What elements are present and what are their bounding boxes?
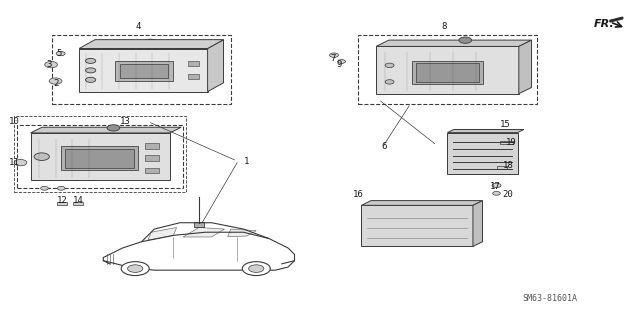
Bar <box>447 133 518 174</box>
Polygon shape <box>31 127 181 133</box>
Circle shape <box>143 39 158 47</box>
Polygon shape <box>183 227 225 237</box>
Text: 9: 9 <box>337 60 342 69</box>
Bar <box>416 63 479 82</box>
Circle shape <box>459 37 472 43</box>
Polygon shape <box>519 40 532 94</box>
Bar <box>145 143 159 149</box>
Circle shape <box>107 125 120 131</box>
Text: 1: 1 <box>244 157 250 166</box>
Bar <box>362 205 473 247</box>
Bar <box>115 62 173 81</box>
Circle shape <box>56 51 65 56</box>
Bar <box>188 73 198 79</box>
Text: 11: 11 <box>9 158 19 167</box>
Polygon shape <box>473 201 483 247</box>
Text: 13: 13 <box>120 117 131 126</box>
Polygon shape <box>79 40 223 48</box>
Text: SM63-81601A: SM63-81601A <box>522 294 577 303</box>
Text: 5: 5 <box>56 49 61 58</box>
Bar <box>500 141 513 144</box>
Text: 7: 7 <box>330 54 335 63</box>
Polygon shape <box>362 201 483 205</box>
Text: 4: 4 <box>136 22 141 31</box>
Circle shape <box>86 68 96 73</box>
Polygon shape <box>376 40 532 47</box>
Circle shape <box>41 186 48 190</box>
Bar <box>145 167 159 173</box>
Bar <box>194 222 204 227</box>
Bar <box>31 133 170 180</box>
Circle shape <box>86 77 96 82</box>
Bar <box>65 149 134 167</box>
Circle shape <box>58 186 65 190</box>
Circle shape <box>121 262 149 276</box>
Polygon shape <box>207 40 223 92</box>
Bar <box>376 47 519 94</box>
Polygon shape <box>610 17 623 22</box>
Text: 18: 18 <box>502 161 513 170</box>
Circle shape <box>385 63 394 68</box>
Polygon shape <box>228 229 256 237</box>
Bar <box>61 146 138 170</box>
Circle shape <box>330 53 339 57</box>
Bar <box>120 64 168 78</box>
Text: 10: 10 <box>9 117 19 126</box>
Circle shape <box>385 80 394 84</box>
Circle shape <box>45 62 58 68</box>
Circle shape <box>492 183 501 188</box>
Text: 8: 8 <box>442 22 447 31</box>
Text: 15: 15 <box>499 120 510 129</box>
Circle shape <box>493 191 500 195</box>
Circle shape <box>338 60 346 63</box>
Text: 12: 12 <box>56 196 67 205</box>
Circle shape <box>243 262 270 276</box>
Bar <box>57 202 67 205</box>
Circle shape <box>127 265 143 272</box>
Text: FR.: FR. <box>594 19 615 28</box>
Circle shape <box>14 160 27 166</box>
Bar <box>188 61 198 66</box>
Bar <box>145 155 159 161</box>
Text: 2: 2 <box>53 79 58 88</box>
Circle shape <box>86 58 96 63</box>
Circle shape <box>248 265 264 272</box>
Circle shape <box>49 78 62 84</box>
Circle shape <box>34 153 49 160</box>
Text: 16: 16 <box>353 190 364 199</box>
Text: 19: 19 <box>506 137 516 147</box>
Text: 20: 20 <box>502 190 513 199</box>
Bar <box>73 202 83 205</box>
Bar <box>497 166 508 169</box>
Polygon shape <box>148 227 177 240</box>
Bar <box>412 61 483 84</box>
Text: 3: 3 <box>47 60 52 69</box>
Bar <box>79 48 207 92</box>
Text: 6: 6 <box>381 142 387 151</box>
Text: 17: 17 <box>490 182 500 191</box>
Polygon shape <box>447 130 524 133</box>
Text: 14: 14 <box>72 196 83 205</box>
